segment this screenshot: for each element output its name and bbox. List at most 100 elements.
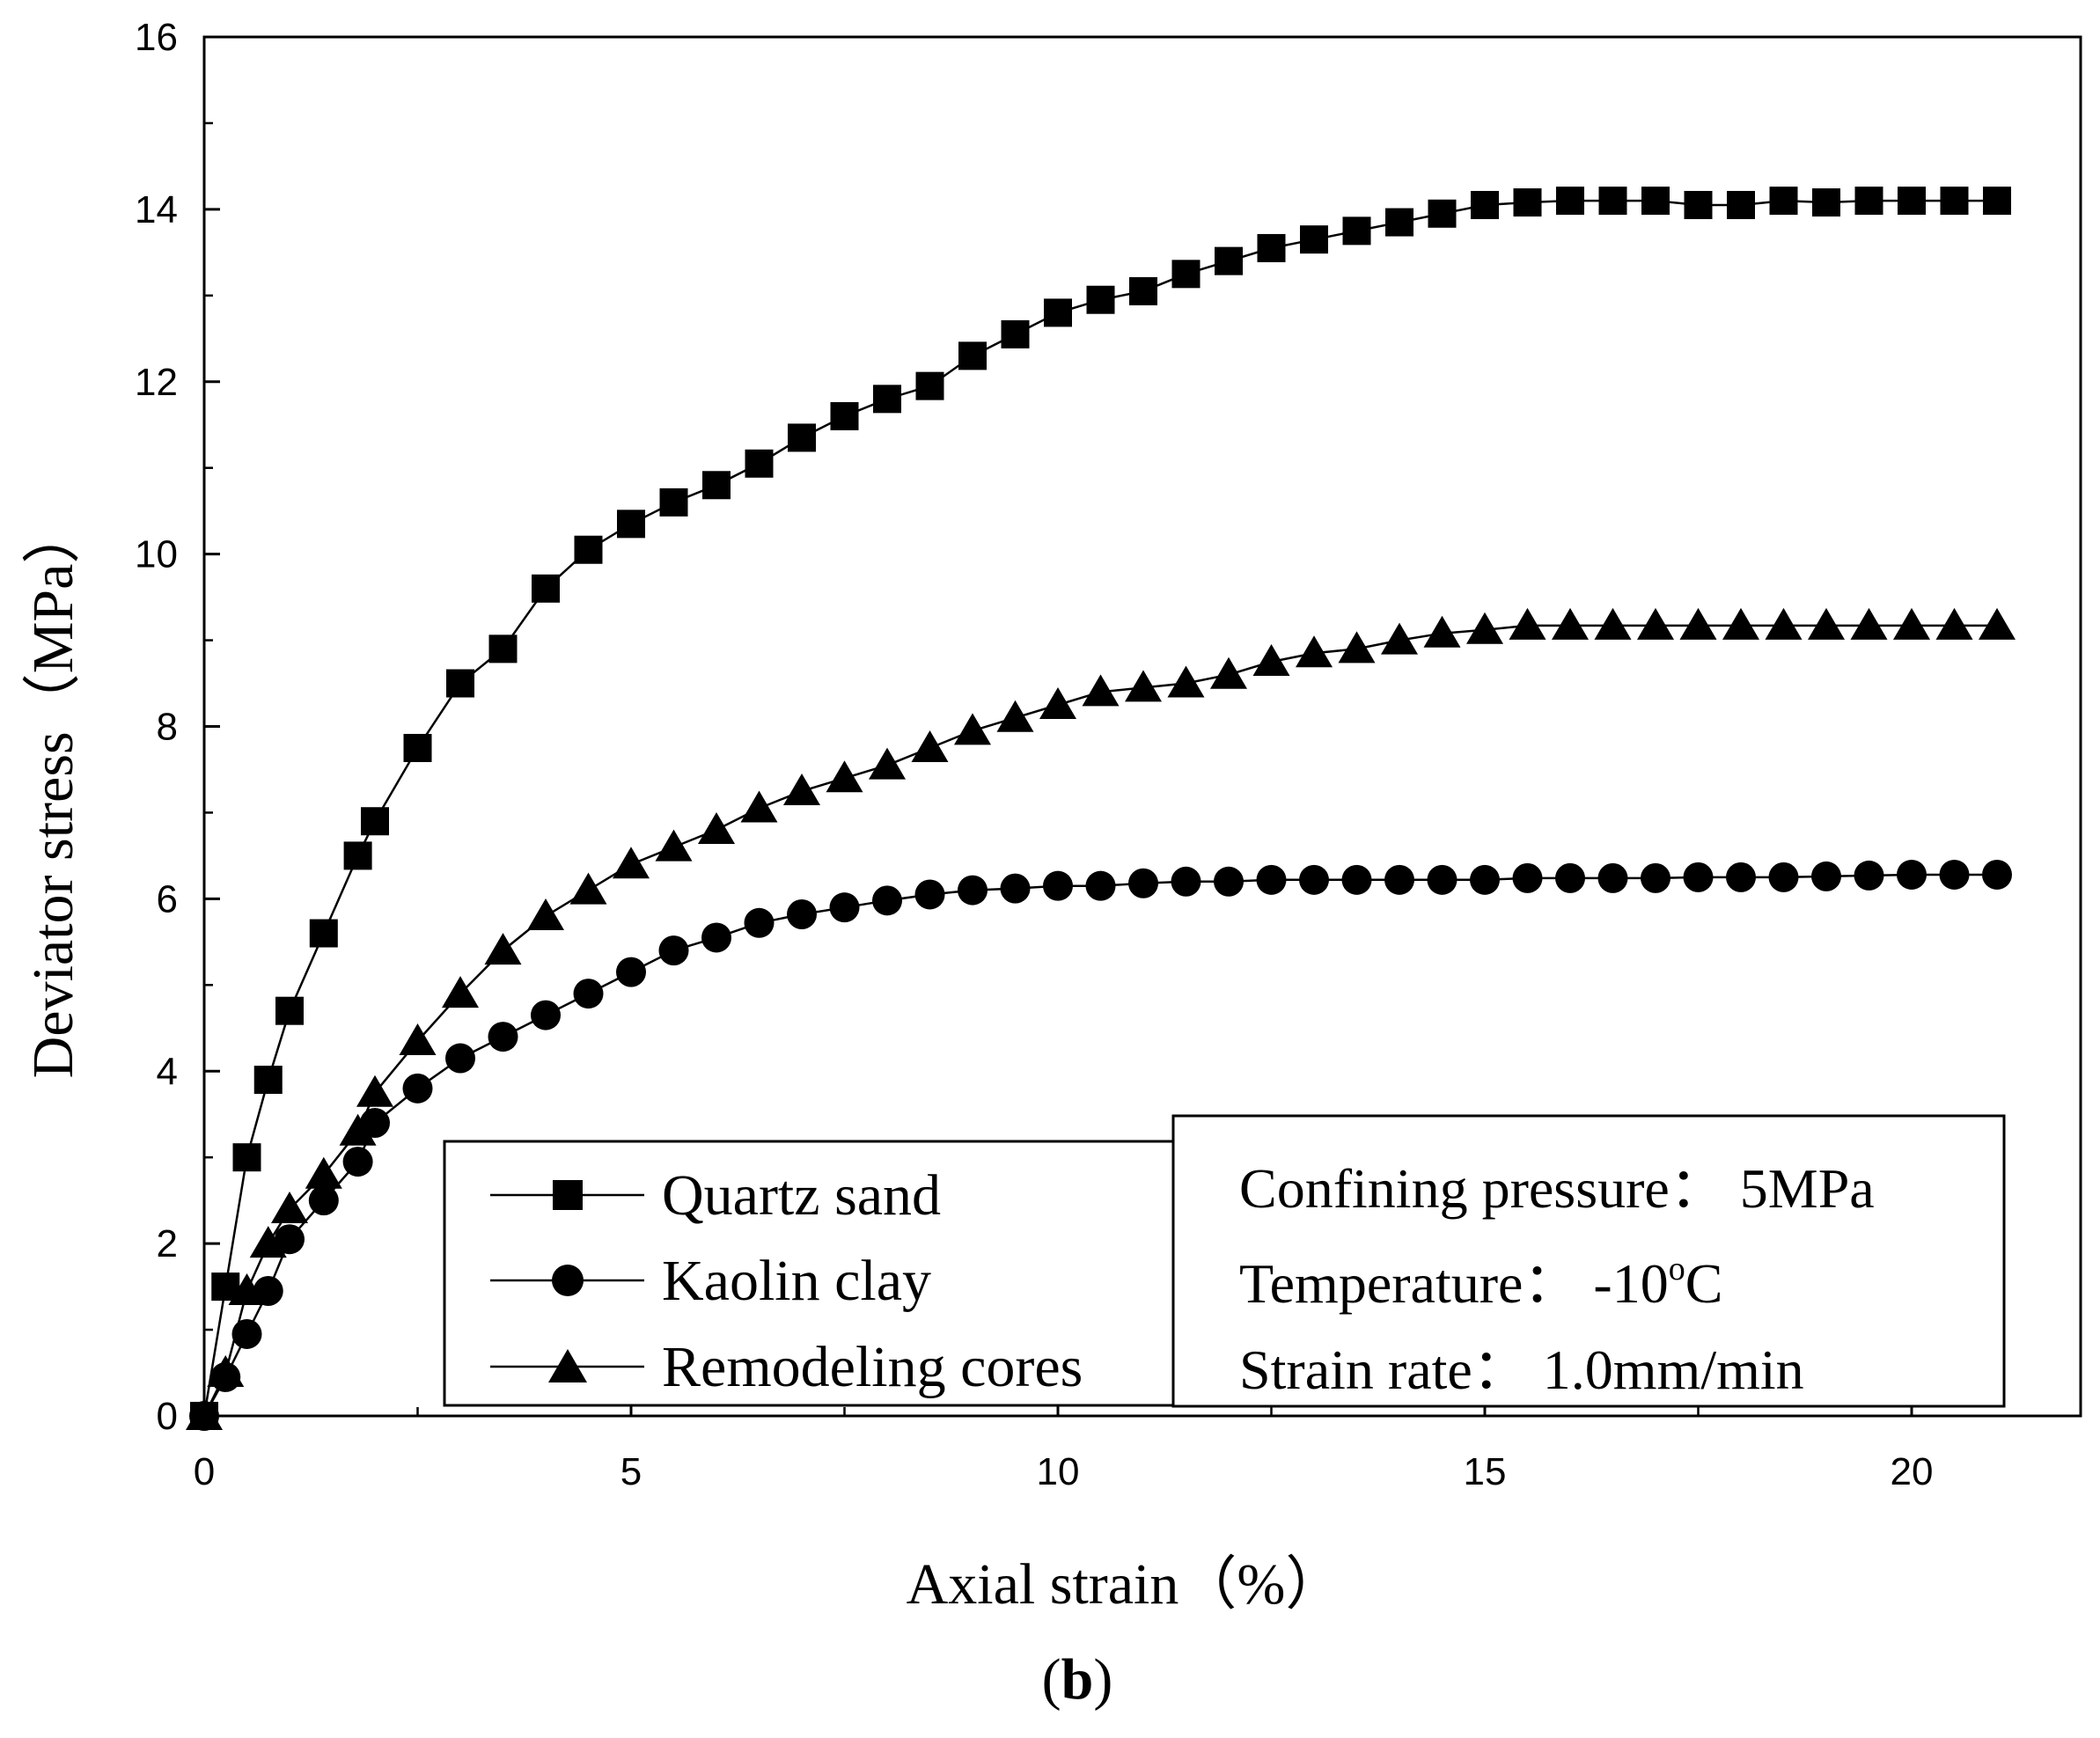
point-quartz-sand-44 xyxy=(1940,187,1969,216)
point-remodeling-cores-5 xyxy=(305,1156,342,1189)
x-tick-label-5: 5 xyxy=(620,1450,642,1493)
point-quartz-sand-36 xyxy=(1598,187,1627,216)
point-quartz-sand-23 xyxy=(1044,298,1072,327)
point-kaolin-clay-9 xyxy=(445,1043,475,1074)
point-kaolin-clay-38 xyxy=(1683,862,1714,892)
y-tick-label-2: 2 xyxy=(157,1222,178,1265)
point-kaolin-clay-17 xyxy=(787,899,817,930)
point-quartz-sand-24 xyxy=(1086,285,1115,314)
point-quartz-sand-10 xyxy=(488,634,518,664)
legend-label-quartz-sand: Quartz sand xyxy=(662,1163,941,1228)
x-axis-title: Axial strain（%） xyxy=(907,1552,1344,1617)
x-tick-label-0: 0 xyxy=(194,1450,215,1493)
temperature-unit: C xyxy=(1685,1252,1723,1315)
y-tick-label-8: 8 xyxy=(157,706,178,749)
point-quartz-sand-43 xyxy=(1898,187,1926,216)
point-kaolin-clay-8 xyxy=(402,1073,433,1104)
point-remodeling-cores-33 xyxy=(1466,612,1503,644)
temperature-degree: o xyxy=(1669,1250,1685,1287)
point-quartz-sand-9 xyxy=(446,669,474,698)
point-remodeling-cores-27 xyxy=(1210,656,1247,689)
legend-label-kaolin-clay: Kaolin clay xyxy=(662,1249,931,1313)
point-remodeling-cores-26 xyxy=(1167,665,1205,698)
point-quartz-sand-16 xyxy=(745,449,774,478)
point-remodeling-cores-44 xyxy=(1935,607,1973,640)
point-quartz-sand-41 xyxy=(1812,188,1840,217)
point-remodeling-cores-11 xyxy=(527,898,564,930)
point-kaolin-clay-23 xyxy=(1043,870,1073,901)
point-remodeling-cores-9 xyxy=(442,976,479,1008)
point-remodeling-cores-25 xyxy=(1125,670,1162,702)
point-kaolin-clay-22 xyxy=(1000,873,1031,904)
caption-letter: b xyxy=(1061,1647,1094,1712)
info-box xyxy=(1171,1114,2006,1408)
point-quartz-sand-2 xyxy=(232,1143,261,1172)
point-remodeling-cores-40 xyxy=(1765,607,1803,640)
y-tick-label-14: 14 xyxy=(135,188,178,231)
point-kaolin-clay-10 xyxy=(488,1022,518,1052)
point-kaolin-clay-5 xyxy=(308,1185,339,1216)
legend-marker-quartz-sand xyxy=(553,1180,583,1210)
point-kaolin-clay-25 xyxy=(1128,868,1158,898)
y-tick-label-12: 12 xyxy=(135,361,178,404)
x-tick-label-10: 10 xyxy=(1037,1450,1080,1493)
point-kaolin-clay-45 xyxy=(1982,859,2012,890)
point-kaolin-clay-18 xyxy=(829,892,860,923)
point-kaolin-clay-6 xyxy=(342,1147,373,1177)
point-remodeling-cores-16 xyxy=(740,790,778,823)
point-quartz-sand-19 xyxy=(873,385,901,414)
series-line-remodeling-cores xyxy=(202,624,1997,1417)
point-remodeling-cores-43 xyxy=(1893,607,1930,640)
point-remodeling-cores-45 xyxy=(1979,607,2016,640)
point-quartz-sand-38 xyxy=(1684,190,1713,219)
point-remodeling-cores-38 xyxy=(1679,607,1717,640)
point-remodeling-cores-22 xyxy=(996,700,1034,732)
point-quartz-sand-31 xyxy=(1385,208,1413,237)
legend-marker-kaolin-clay xyxy=(552,1265,584,1296)
point-kaolin-clay-34 xyxy=(1512,862,1543,893)
point-kaolin-clay-21 xyxy=(958,875,988,906)
point-quartz-sand-7 xyxy=(361,807,389,836)
point-kaolin-clay-28 xyxy=(1256,864,1287,895)
point-remodeling-cores-4 xyxy=(271,1191,308,1223)
y-tick-label-0: 0 xyxy=(157,1395,178,1438)
point-remodeling-cores-6 xyxy=(339,1113,377,1146)
point-quartz-sand-40 xyxy=(1769,187,1798,216)
point-remodeling-cores-21 xyxy=(954,713,991,745)
axis-ticks xyxy=(202,35,1913,1418)
point-remodeling-cores-36 xyxy=(1594,607,1632,640)
series-line-quartz-sand xyxy=(202,199,1997,1417)
point-remodeling-cores-37 xyxy=(1637,607,1674,640)
point-kaolin-clay-41 xyxy=(1811,861,1841,891)
point-remodeling-cores-2 xyxy=(228,1272,266,1305)
figure-caption: (b) xyxy=(1042,1647,1113,1712)
axis-tick-labels: 0 2 4 6 8 10 12 14 16 0 5 10 15 20 xyxy=(135,16,1933,1493)
point-remodeling-cores-3 xyxy=(249,1226,287,1258)
point-quartz-sand-45 xyxy=(1983,187,2011,216)
point-remodeling-cores-19 xyxy=(869,747,906,780)
point-quartz-sand-30 xyxy=(1342,216,1371,246)
point-quartz-sand-25 xyxy=(1129,276,1157,305)
legend-label-remodeling-cores: Remodeling cores xyxy=(662,1335,1083,1399)
temperature-value: Temperature： -10 xyxy=(1239,1252,1669,1315)
point-kaolin-clay-19 xyxy=(872,885,902,916)
point-quartz-sand-14 xyxy=(659,488,688,517)
point-remodeling-cores-24 xyxy=(1082,674,1120,707)
point-quartz-sand-5 xyxy=(309,919,338,948)
point-kaolin-clay-40 xyxy=(1768,862,1799,892)
point-quartz-sand-11 xyxy=(532,574,560,603)
point-quartz-sand-27 xyxy=(1215,246,1243,275)
point-quartz-sand-15 xyxy=(702,471,731,500)
point-kaolin-clay-4 xyxy=(275,1224,305,1255)
point-kaolin-clay-43 xyxy=(1897,859,1927,890)
point-kaolin-clay-20 xyxy=(914,879,945,910)
point-kaolin-clay-26 xyxy=(1171,866,1201,897)
legend-marker-remodeling-cores xyxy=(548,1349,587,1382)
point-quartz-sand-4 xyxy=(275,996,304,1025)
point-quartz-sand-17 xyxy=(788,423,816,452)
point-remodeling-cores-41 xyxy=(1808,607,1845,640)
point-remodeling-cores-14 xyxy=(655,829,693,862)
y-tick-label-16: 16 xyxy=(135,16,178,59)
point-remodeling-cores-15 xyxy=(698,812,735,845)
